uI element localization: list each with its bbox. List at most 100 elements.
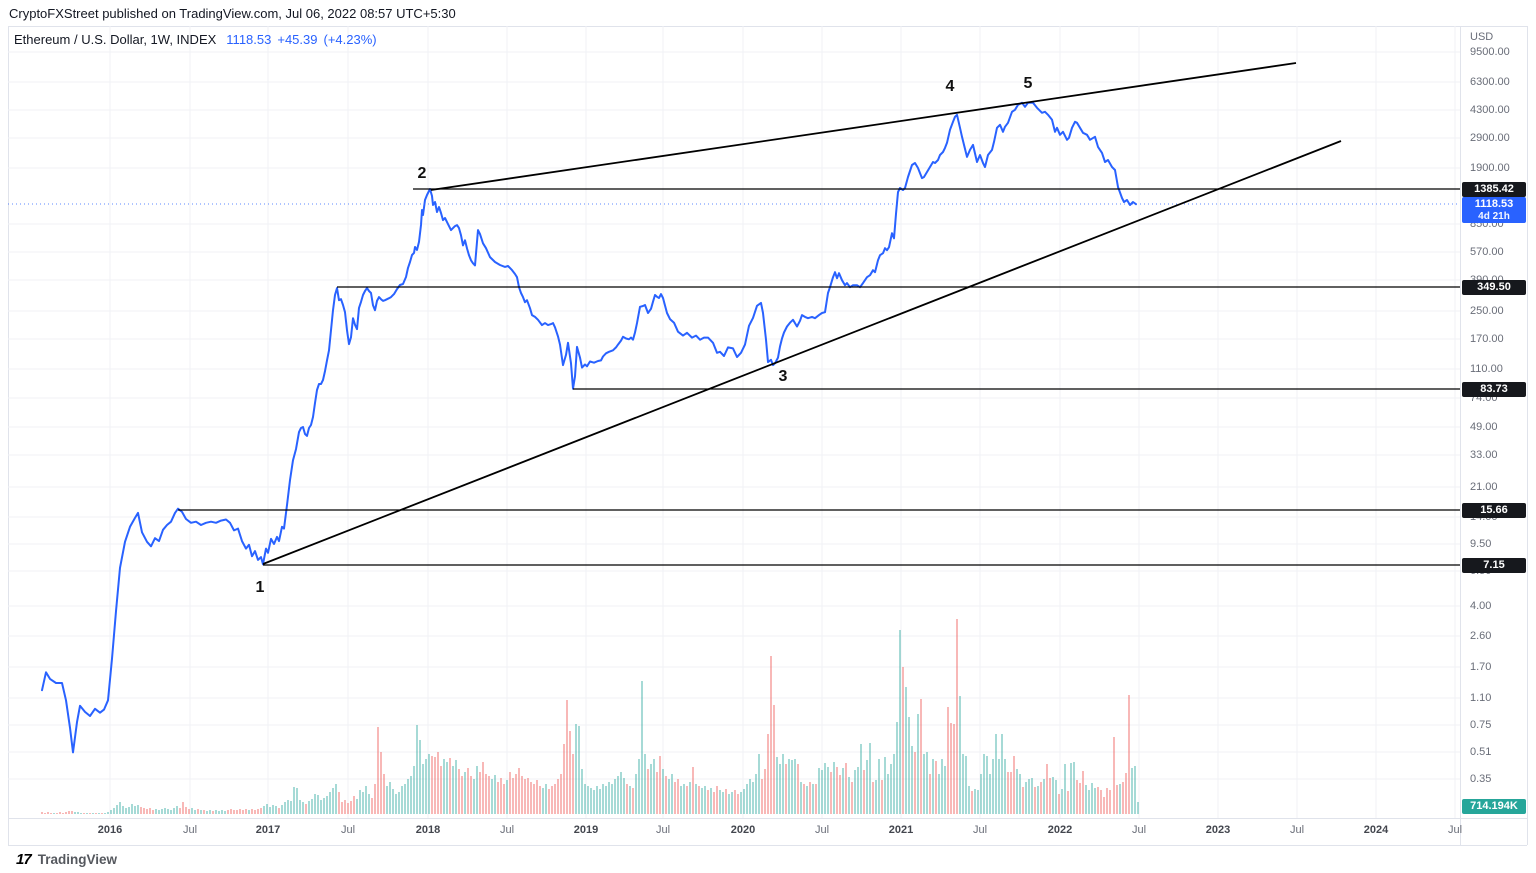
price-axis-separator[interactable] (1460, 26, 1461, 845)
price-tick-label: 110.00 (1470, 363, 1503, 375)
volume-bar (956, 619, 958, 814)
volume-bar (1091, 783, 1093, 814)
volume-bar (944, 766, 946, 814)
volume-bar (920, 699, 922, 814)
elliott-wave-label-4[interactable]: 4 (945, 78, 955, 95)
volume-bar (101, 813, 103, 814)
volume-bar (458, 769, 460, 814)
symbol-title[interactable]: Ethereum / U.S. Dollar, 1W, INDEX (14, 32, 217, 47)
volume-bar (263, 806, 265, 814)
volume-bar (767, 734, 769, 814)
price-line-series[interactable] (41, 101, 1137, 754)
volume-bar (932, 759, 934, 814)
volume-bar (464, 772, 466, 814)
price-tick-label: 0.35 (1470, 773, 1492, 785)
volume-bar (224, 811, 226, 814)
volume-bar (371, 798, 373, 814)
time-axis-separator[interactable] (8, 818, 1527, 819)
volume-bar (221, 810, 223, 814)
volume-bar (1137, 802, 1139, 814)
volume-bar (257, 809, 259, 814)
volume-bar (305, 804, 307, 814)
volume-bar (86, 813, 88, 814)
volume-bar (170, 810, 172, 814)
volume-bar (212, 811, 214, 814)
volume-bar (788, 759, 790, 814)
volume-bar (266, 804, 268, 814)
volume-bar (539, 786, 541, 814)
volume-bar (215, 810, 217, 814)
elliott-wave-label-5[interactable]: 5 (1023, 75, 1033, 92)
volume-bar (908, 717, 910, 814)
volume-bar (137, 805, 139, 814)
volume-bar (575, 724, 577, 814)
price-tick-label: 9500.00 (1470, 46, 1510, 58)
volume-bar (251, 809, 253, 814)
volume-bar (332, 788, 334, 814)
volume-bar (116, 805, 118, 814)
volume-bar (758, 754, 760, 814)
volume-bar (1082, 771, 1084, 814)
volume-bar (761, 779, 763, 814)
volume-bar (1040, 782, 1042, 814)
volume-bar (203, 810, 205, 814)
tradingview-logo-icon[interactable]: 17 (16, 851, 32, 868)
price-level-badge: 349.50 (1462, 279, 1526, 295)
volume-bar (200, 810, 202, 814)
volume-bar (1061, 789, 1063, 814)
volume-bar (350, 801, 352, 814)
volume-bar (356, 799, 358, 814)
volume-bar (254, 810, 256, 814)
volume-bar (1134, 766, 1136, 814)
volume-bar (668, 779, 670, 814)
volume-bar (485, 774, 487, 814)
volume-bar (431, 756, 433, 814)
volume-bar (146, 809, 148, 814)
volume-bar (770, 656, 772, 814)
volume-bar (797, 764, 799, 814)
volume-bar (503, 784, 505, 814)
volume-bar (992, 759, 994, 814)
volume-bar (893, 754, 895, 814)
quote-change: +45.39 (277, 32, 318, 47)
volume-bar (644, 754, 646, 814)
volume-bar (1004, 759, 1006, 814)
volume-bar (188, 809, 190, 814)
volume-bar (938, 774, 940, 814)
trendline[interactable] (262, 140, 1342, 565)
volume-bar (344, 800, 346, 814)
price-level-badge: 15.66 (1462, 502, 1526, 518)
volume-bar (428, 754, 430, 814)
volume-bar (320, 800, 322, 814)
volume-bar (77, 812, 79, 814)
price-level-badge: 1385.42 (1462, 181, 1526, 197)
volume-bar (863, 770, 865, 814)
volume-bar (131, 804, 133, 814)
time-tick-month: Jul (499, 824, 515, 836)
tradingview-brand-text[interactable]: TradingView (37, 852, 117, 867)
elliott-wave-label-1[interactable]: 1 (255, 579, 265, 596)
volume-bar (917, 714, 919, 814)
trendline[interactable] (430, 62, 1297, 191)
elliott-wave-label-2[interactable]: 2 (417, 165, 427, 182)
volume-bar (857, 767, 859, 814)
volume-bar (1125, 773, 1127, 814)
volume-bar (218, 811, 220, 814)
volume-bar (950, 723, 952, 814)
volume-bar (194, 810, 196, 814)
volume-bar (1013, 756, 1015, 814)
volume-bar (398, 792, 400, 814)
volume-bar (1055, 780, 1057, 814)
volume-bar (422, 764, 424, 814)
volume-bar (248, 810, 250, 814)
elliott-wave-label-3[interactable]: 3 (778, 368, 788, 385)
volume-bar (656, 772, 658, 814)
volume-bar (851, 782, 853, 814)
time-tick-month: Jul (655, 824, 671, 836)
volume-bar (179, 808, 181, 814)
volume-bar (983, 754, 985, 814)
price-tick-label: 250.00 (1470, 305, 1504, 317)
volume-bar (779, 764, 781, 814)
volume-bar (1122, 782, 1124, 814)
